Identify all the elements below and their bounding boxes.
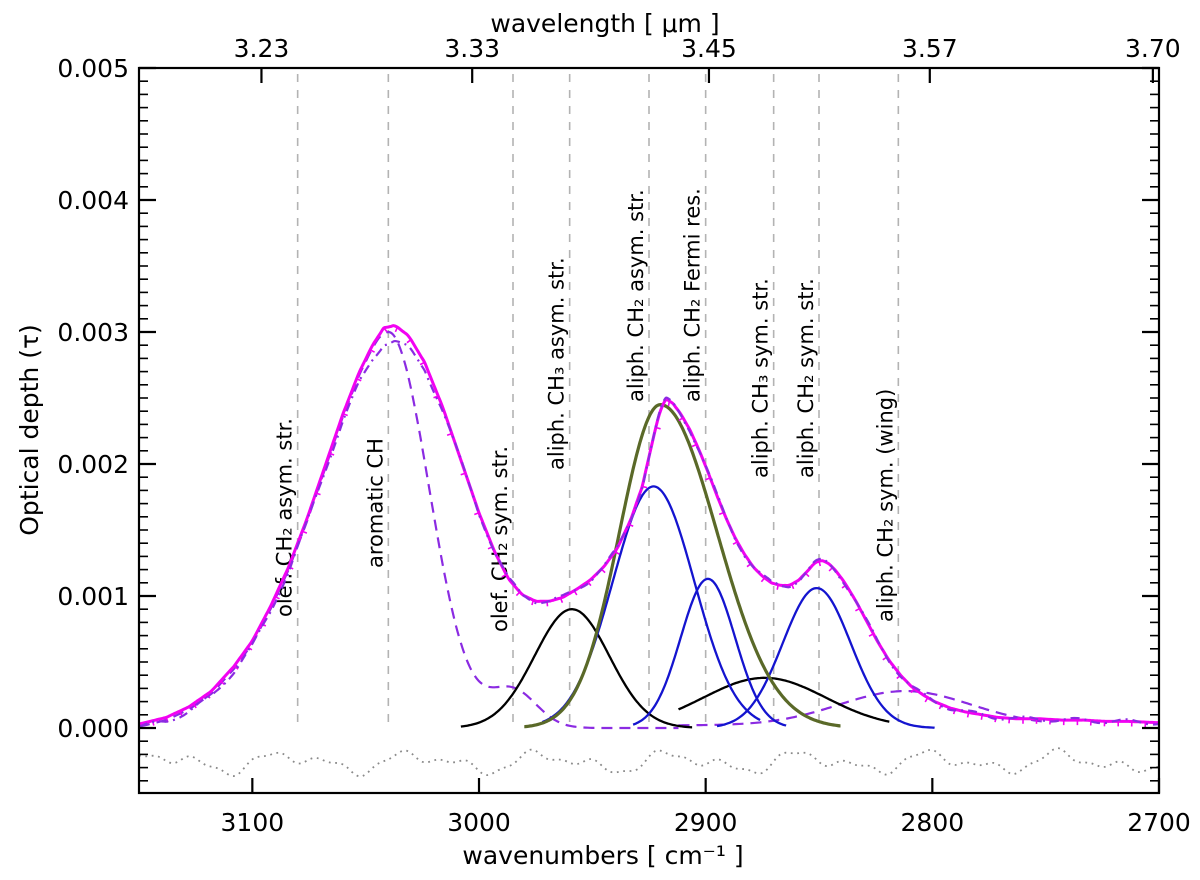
axes <box>137 66 1161 795</box>
top-tick-label: 3.33 <box>444 34 500 63</box>
bottom-tick-label: 2900 <box>674 808 738 837</box>
band-marker-label: aliph. CH₃ asym. str. <box>545 257 569 470</box>
spectral-curves <box>140 324 1158 778</box>
y-tick-label: 0.000 <box>57 714 129 743</box>
bottom-tick-label: 3100 <box>221 808 285 837</box>
y-axis-title: Optical depth (τ) <box>15 324 44 536</box>
plot-border <box>137 66 1161 795</box>
top-axis-title: wavelength [ μm ] <box>490 9 719 38</box>
top-tick-label: 3.23 <box>234 34 290 63</box>
bottom-tick-label: 3000 <box>447 808 511 837</box>
bottom-tick-label: 2800 <box>901 808 965 837</box>
y-tick-label: 0.005 <box>57 54 129 83</box>
top-tick-label: 3.57 <box>902 34 958 63</box>
band-marker-label: aliph. CH₃ sym. str. <box>749 278 773 478</box>
y-tick-label: 0.004 <box>57 186 129 215</box>
top-tick-label: 3.70 <box>1125 34 1181 63</box>
aliph-ch2-sym-component-curve <box>716 586 935 729</box>
aliph-ch3-sym-component-curve <box>677 676 890 723</box>
aliph-ch3-asym-component-curve <box>460 608 693 729</box>
band-marker-label: olef. CH₂ sym. str. <box>488 446 512 632</box>
band-marker-label: olef. CH₂ asym. str. <box>273 418 297 617</box>
bottom-tick-label: 2700 <box>1127 808 1191 837</box>
band-marker-label: aliph. CH₂ sym. str. <box>794 278 818 478</box>
y-tick-label: 0.001 <box>57 582 129 611</box>
bottom-axis-title: wavenumbers [ cm⁻¹ ] <box>462 841 743 870</box>
band-marker-label: aliph. CH₂ Fermi res. <box>681 188 705 402</box>
wing-decomposition-dashed-curve <box>678 689 1046 727</box>
observed-spectrum-curve <box>140 339 1158 728</box>
aliphatic-envelope-curve <box>524 402 841 729</box>
aliph-ch2-fermi-component-curve <box>632 577 787 727</box>
top-tick-label: 3.45 <box>681 34 737 63</box>
band-marker-label: aliph. CH₂ sym. (wing) <box>873 389 897 622</box>
y-tick-label: 0.002 <box>57 450 129 479</box>
band-marker-label: aliph. CH₂ asym. str. <box>624 189 648 402</box>
axis-tick-labels: 3100 3000 2900 2800 2700 3.23 3.33 3.45 3.57 3.70… <box>57 34 1190 837</box>
band-marker-labels: olef. CH₂ asym. str. aromatic CH olef. CH₂… <box>273 188 898 632</box>
band-marker-label: aromatic CH <box>363 438 387 568</box>
aromatic-decomposition-dashed-curve <box>140 330 679 730</box>
residual-curve <box>140 747 1158 778</box>
y-tick-label: 0.003 <box>57 318 129 347</box>
